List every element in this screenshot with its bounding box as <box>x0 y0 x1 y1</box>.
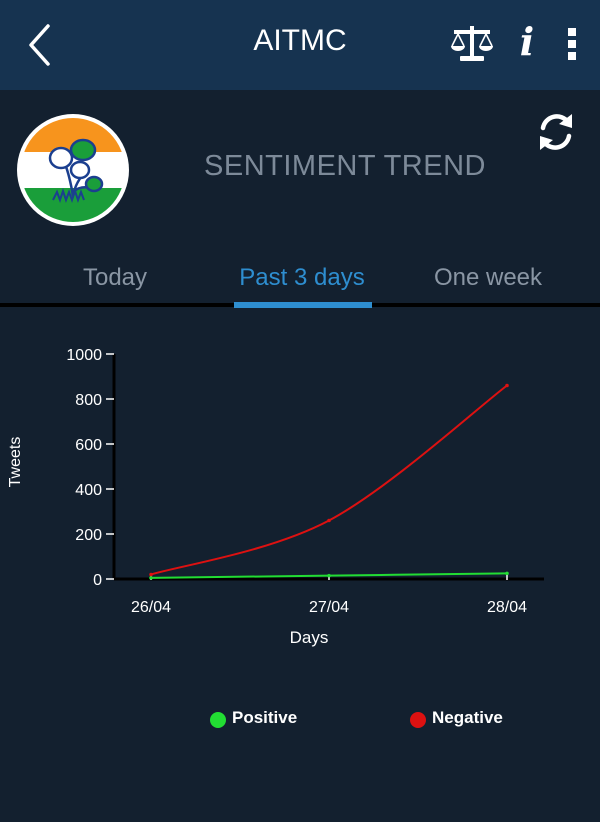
y-tick-label: 400 <box>75 482 102 499</box>
data-point-positive <box>505 571 509 576</box>
app-title: AITMC <box>253 24 347 57</box>
x-axis-label: Days <box>290 628 329 647</box>
legend-positive-marker <box>210 712 226 728</box>
section-title: SENTIMENT TREND <box>204 150 486 182</box>
data-point-negative <box>505 383 509 388</box>
sentiment-line-chart: Tweets Days 0 200 400 600 800 1000 26/04 27/04… <box>7 347 544 647</box>
y-tick-label: 600 <box>75 437 102 454</box>
data-point-negative <box>149 572 153 577</box>
data-point-positive <box>149 576 153 580</box>
series-line-negative <box>150 384 508 576</box>
tab-today[interactable]: Today <box>82 264 148 291</box>
y-tick-label: 1000 <box>66 347 102 364</box>
y-tick-label: 800 <box>75 392 102 409</box>
more-vertical-icon <box>568 28 576 60</box>
active-tab-indicator <box>234 302 372 308</box>
scale-icon <box>451 26 493 61</box>
x-tick-label: 28/04 <box>487 599 527 616</box>
party-logo <box>17 114 129 226</box>
compare-button[interactable] <box>450 24 494 64</box>
data-point-positive <box>327 573 331 578</box>
y-tick-label: 200 <box>75 527 102 544</box>
x-tick-label: 27/04 <box>309 599 349 616</box>
x-tick-label: 26/04 <box>131 599 171 616</box>
info-button[interactable]: i <box>519 19 535 64</box>
tab-one-week[interactable]: One week <box>433 264 543 291</box>
legend-negative-label: Negative <box>432 708 503 727</box>
back-button[interactable] <box>22 22 62 68</box>
y-axis-label: Tweets <box>7 437 24 488</box>
tab-past-3-days[interactable]: Past 3 days <box>239 264 365 291</box>
legend-negative-marker <box>410 712 426 728</box>
refresh-icon <box>540 114 572 150</box>
y-tick-label: 0 <box>93 572 102 589</box>
period-tabs: Today Past 3 days One week <box>0 248 600 308</box>
legend-positive-label: Positive <box>232 708 298 727</box>
back-chevron-icon <box>29 24 50 66</box>
top-app-bar: AITMC i <box>0 0 600 90</box>
refresh-button[interactable] <box>534 110 578 154</box>
data-point-negative <box>327 518 331 523</box>
overflow-menu-button[interactable] <box>560 24 584 64</box>
